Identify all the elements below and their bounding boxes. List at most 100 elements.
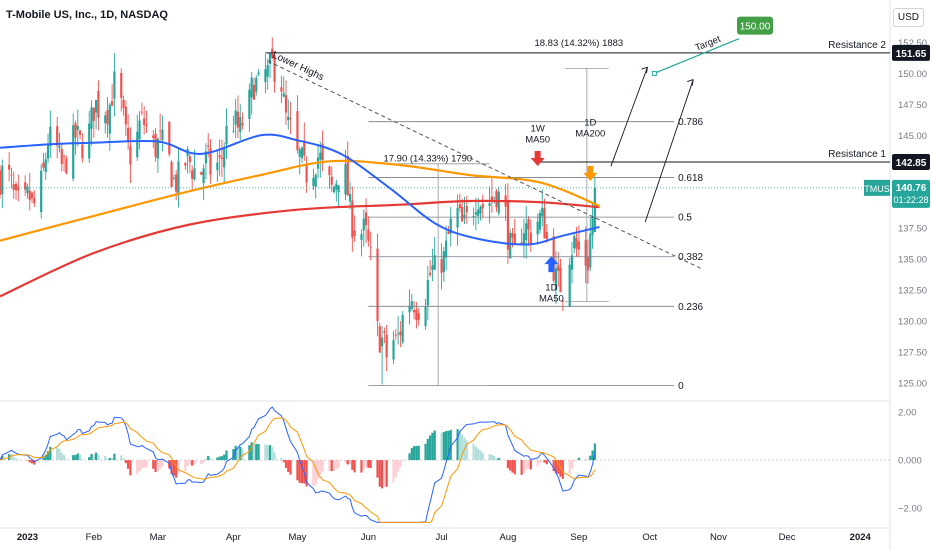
macd-histogram-bar (90, 454, 93, 461)
candle-body (200, 171, 203, 175)
macd-histogram-bar (257, 443, 260, 461)
macd-histogram-bar (413, 446, 416, 461)
candle-body (204, 151, 208, 164)
currency-button[interactable]: USD (892, 8, 924, 27)
candle-body (335, 183, 338, 190)
projection-arrowhead (687, 79, 694, 86)
candle-body (188, 156, 191, 163)
macd-histogram-bar (1, 455, 4, 461)
candle-body (472, 215, 475, 218)
candle-body (380, 337, 384, 347)
resistance-price-value: 151.65 (896, 49, 927, 60)
candle-body (264, 69, 267, 83)
candle-body (207, 145, 210, 147)
time-axis-label: May (288, 532, 306, 543)
macd-histogram-bar (474, 446, 477, 461)
candle-body (376, 248, 379, 321)
candle-body (575, 238, 578, 249)
candle-body (1, 165, 4, 195)
macd-histogram-bar (236, 446, 240, 461)
ma-1w50-line (0, 199, 600, 298)
candle-body (426, 280, 429, 306)
macd-histogram-bar (424, 443, 427, 461)
macd-histogram-bar (218, 456, 221, 461)
macd-histogram-bar (145, 460, 148, 468)
macd-histogram-bar (40, 460, 43, 461)
macd-histogram-bar (271, 446, 274, 461)
macd-histogram-bar (415, 445, 418, 461)
macd-histogram-bar (234, 445, 237, 461)
candle-body (289, 118, 292, 120)
macd-histogram-bar (465, 440, 468, 461)
macd-histogram-bar (337, 460, 340, 468)
candle-body (58, 145, 61, 148)
macd-histogram-bar (209, 458, 212, 461)
target-anchor (651, 70, 657, 76)
candle-body (216, 162, 219, 171)
macd-histogram-bar (177, 460, 180, 474)
price-tick-label: 132.50 (898, 286, 927, 297)
candle-body (527, 219, 530, 230)
candle-body (367, 229, 370, 241)
candle-body (314, 174, 317, 187)
candle-body (72, 125, 75, 179)
macd-histogram-bar (321, 460, 324, 472)
macd-histogram-bar (479, 450, 482, 461)
macd-histogram-bar (62, 455, 66, 461)
measure-label: 18.83 (14.32%) 1883 (534, 38, 623, 49)
fib-level-label: 0.236 (678, 302, 703, 313)
candle-body (26, 186, 29, 193)
macd-histogram-bar (220, 456, 224, 461)
countdown: 01:22:28 (893, 195, 928, 205)
candle-body (586, 256, 590, 271)
candle-body (433, 255, 436, 270)
macd-histogram-bar (241, 448, 244, 461)
macd-histogram-bar (312, 460, 315, 487)
candle-body (273, 55, 276, 82)
target-price-value: 150.00 (740, 22, 771, 33)
candle-body (209, 148, 212, 175)
symbol-tag (864, 179, 890, 196)
candle-body (522, 233, 526, 246)
candle-body (284, 95, 288, 113)
candle-body (74, 123, 77, 138)
macd-tick-label: 0.000 (898, 456, 922, 467)
macd-histogram-bar (426, 438, 429, 461)
trendline-label: Lower Highs (270, 50, 325, 83)
candle-body (360, 234, 363, 240)
time-axis-label: Dec (779, 532, 796, 543)
candle-body (497, 191, 500, 213)
macd-histogram-bar (250, 442, 253, 461)
macd-histogram-bar (129, 460, 132, 476)
macd-histogram-bar (266, 445, 269, 461)
macd-histogram-bar (268, 445, 272, 461)
macd-histogram-bar (593, 443, 596, 461)
macd-histogram-bar (111, 458, 114, 461)
candle-body (399, 331, 402, 336)
candle-body (570, 255, 574, 270)
macd-histogram-bar (367, 460, 370, 468)
candle-body (440, 259, 443, 273)
candle-body (127, 127, 130, 143)
macd-histogram-bar (140, 460, 143, 469)
macd-histogram-bar (495, 458, 498, 461)
macd-histogram-bar (216, 457, 219, 461)
annotation-text: MA200 (575, 128, 605, 139)
candle-body (90, 107, 93, 129)
time-axis-label: Sep (570, 532, 587, 543)
candle-body (154, 133, 157, 158)
macd-histogram-bar (223, 454, 226, 461)
candle-body (321, 143, 324, 160)
candle-body (479, 206, 482, 214)
annotation-arrow-down (530, 151, 545, 167)
macd-histogram-bar (353, 460, 356, 473)
price-tick-label: 147.50 (898, 100, 927, 111)
macd-histogram-bar (573, 460, 576, 462)
resistance-label: Resistance 1 (828, 149, 886, 160)
candle-body (170, 161, 173, 187)
macd-histogram-bar (232, 449, 235, 461)
candle-body (351, 200, 354, 238)
candle-body (296, 111, 299, 151)
macd-histogram-bar (570, 460, 574, 469)
